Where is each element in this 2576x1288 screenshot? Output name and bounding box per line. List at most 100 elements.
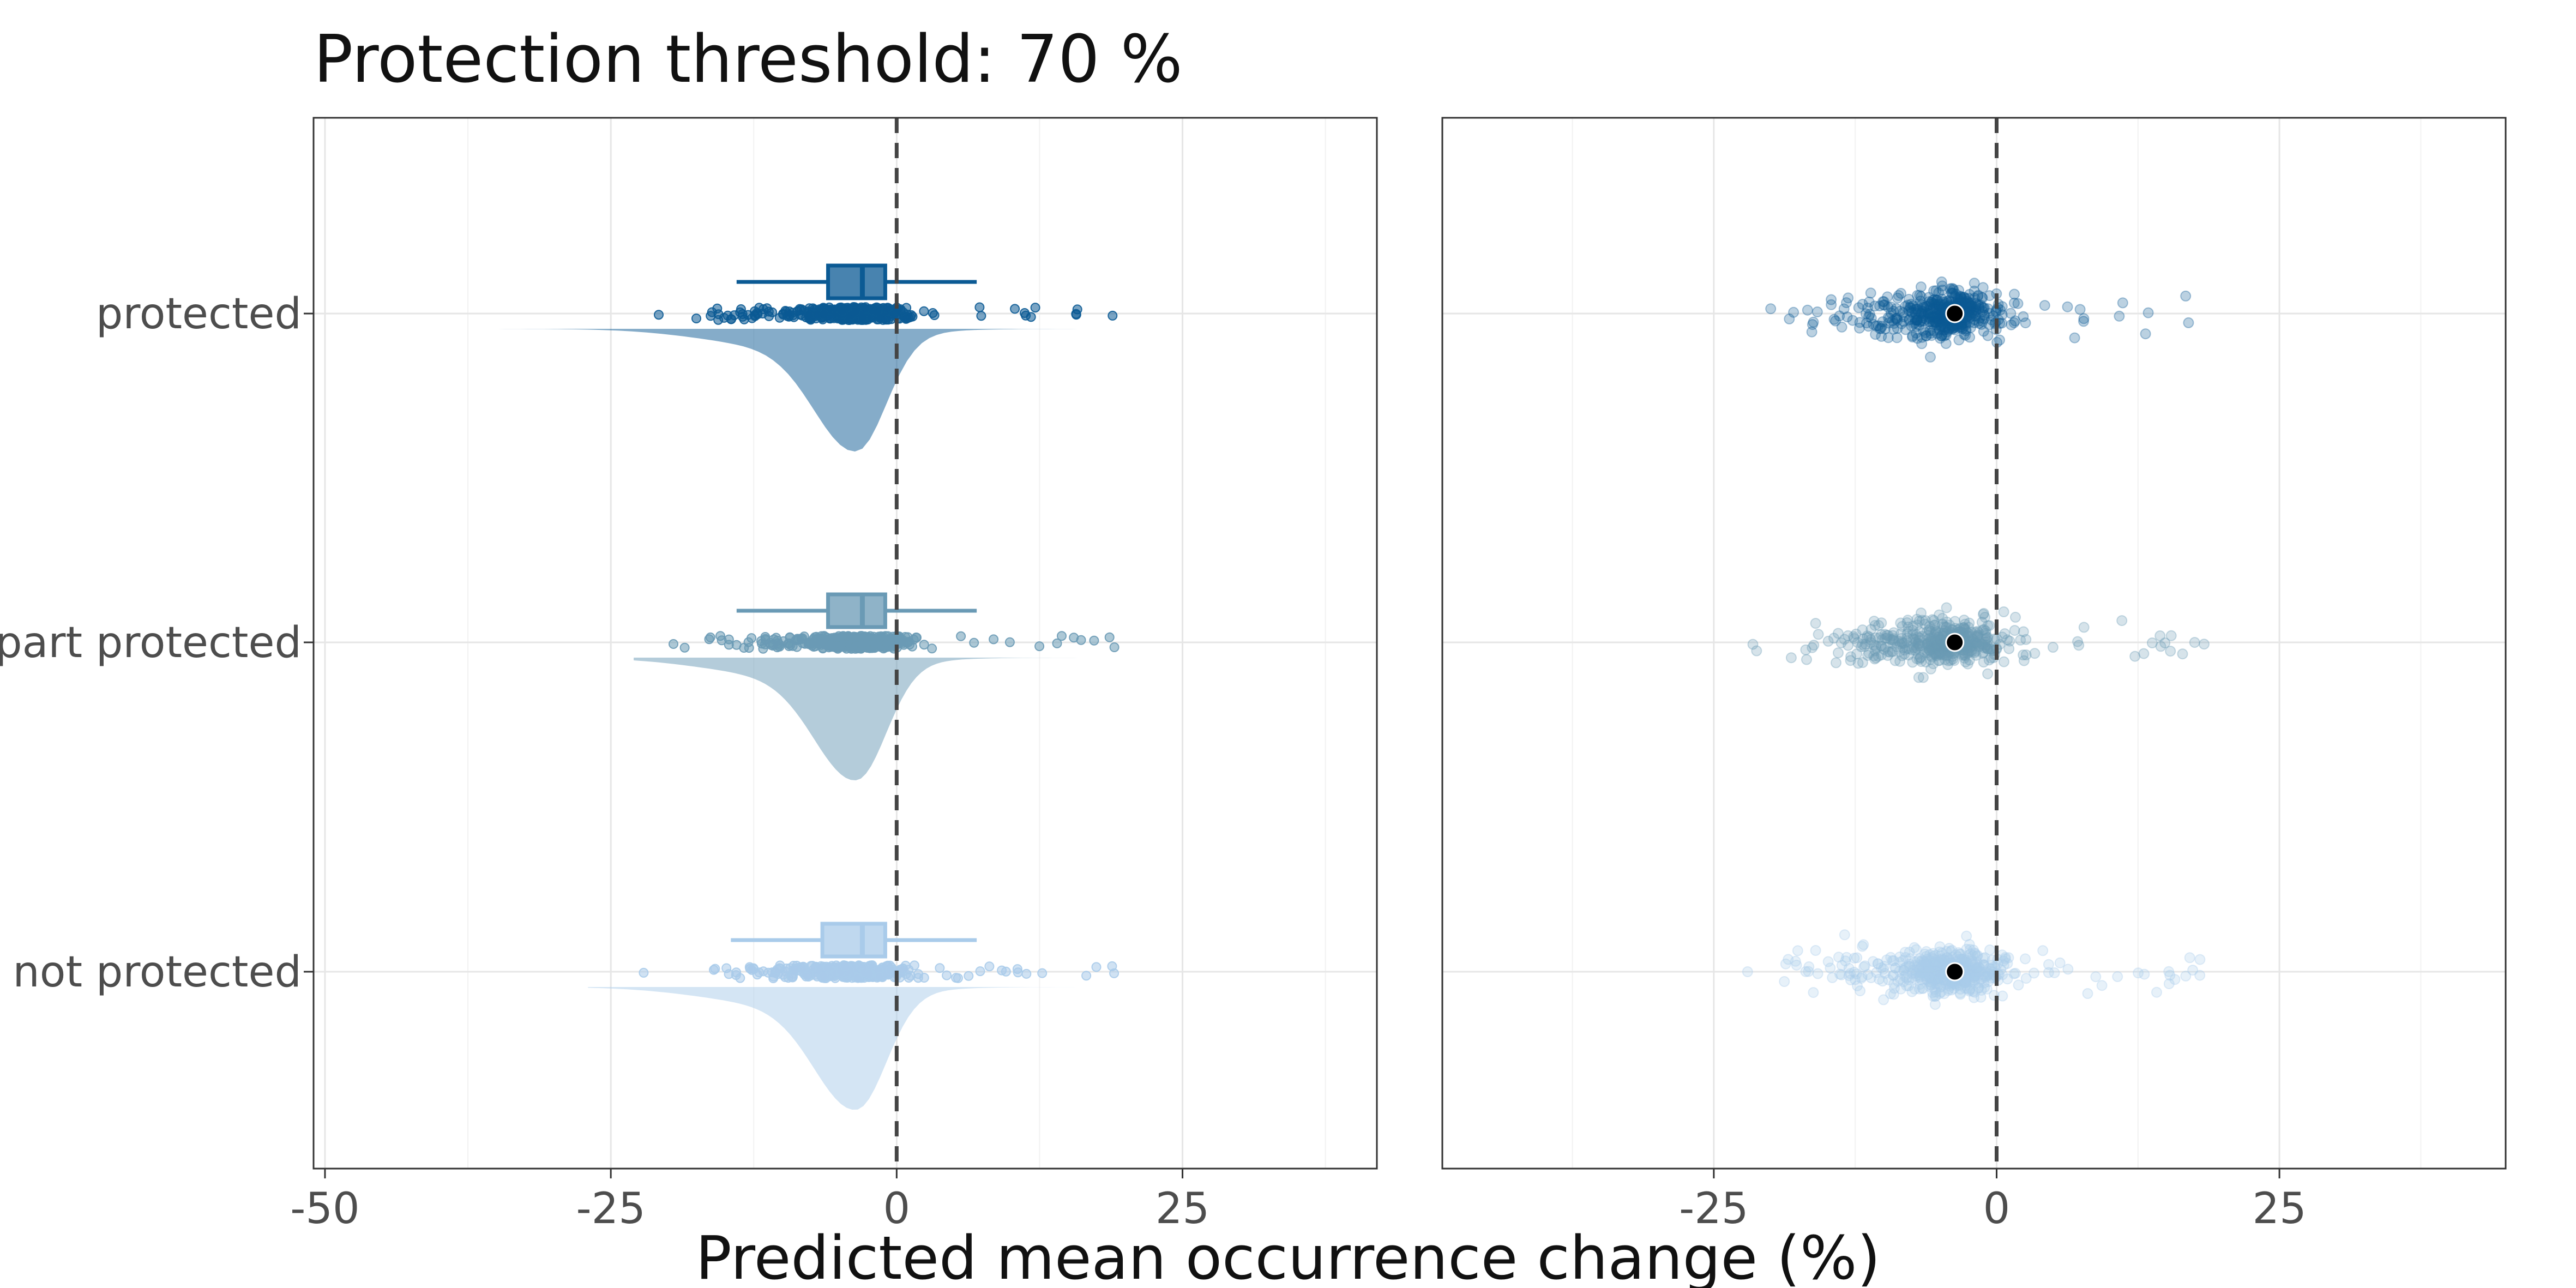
data-point-not-protected bbox=[1956, 954, 1967, 965]
data-point-protected bbox=[1941, 296, 1952, 307]
data-point-protected bbox=[1916, 332, 1928, 343]
data-point-protected bbox=[1903, 305, 1915, 316]
data-point-protected bbox=[974, 302, 985, 312]
data-point-protected bbox=[1869, 300, 1881, 312]
data-point-not-protected bbox=[1909, 942, 1920, 953]
data-point-part-protected bbox=[1828, 633, 1839, 644]
data-point-part-protected bbox=[1940, 654, 1951, 665]
data-point-part-protected bbox=[1944, 619, 1955, 631]
data-point-protected bbox=[1939, 324, 1951, 335]
data-point-part-protected bbox=[1913, 672, 1924, 683]
data-point-part-protected bbox=[1996, 631, 2008, 643]
data-point-protected bbox=[1924, 313, 1936, 324]
data-point-not-protected bbox=[2164, 970, 2176, 981]
data-point-protected bbox=[1963, 296, 1974, 308]
data-point-part-protected bbox=[1933, 631, 1945, 642]
data-point-protected bbox=[1920, 306, 1931, 318]
data-point-part-protected bbox=[1940, 649, 1951, 660]
data-point-protected bbox=[1949, 291, 1960, 302]
data-point-not-protected bbox=[1836, 960, 1847, 971]
data-point-not-protected bbox=[1945, 946, 1956, 957]
data-point-protected bbox=[1931, 320, 1942, 331]
data-point-protected bbox=[1965, 297, 1977, 309]
data-point-not-protected bbox=[1932, 980, 1943, 992]
data-point-protected bbox=[1960, 317, 1972, 329]
data-point-part-protected bbox=[1916, 607, 1927, 619]
data-point-protected bbox=[1877, 296, 1889, 307]
data-point-not-protected bbox=[1862, 969, 1874, 980]
data-point-part-protected bbox=[1879, 629, 1891, 640]
data-point-part-protected bbox=[1801, 654, 1812, 665]
data-point-protected bbox=[1969, 292, 1980, 304]
data-point-not-protected bbox=[1969, 976, 1980, 988]
data-point-protected bbox=[2039, 300, 2050, 311]
data-point-protected bbox=[2018, 311, 2029, 322]
data-point-part-protected bbox=[1984, 620, 1995, 631]
data-point-protected bbox=[1973, 303, 1985, 314]
data-point-part-protected bbox=[1941, 616, 1953, 628]
data-point-protected bbox=[1911, 315, 1922, 326]
data-point-not-protected bbox=[1959, 956, 1970, 967]
data-point-part-protected bbox=[1865, 634, 1876, 646]
data-point-protected bbox=[1964, 332, 1976, 343]
data-point-part-protected bbox=[1933, 648, 1945, 660]
data-point-protected bbox=[1938, 324, 1949, 336]
data-point-part-protected bbox=[1893, 635, 1904, 647]
data-point-part-protected bbox=[1954, 623, 1965, 634]
data-point-protected bbox=[1857, 299, 1868, 310]
data-point-not-protected bbox=[1936, 953, 1948, 965]
data-point-protected bbox=[1923, 292, 1935, 303]
x-tick-label: 25 bbox=[2252, 1184, 2306, 1233]
data-point-protected bbox=[1955, 295, 1966, 306]
data-point-protected bbox=[1877, 316, 1888, 328]
data-point-protected bbox=[1841, 297, 1852, 309]
data-point-protected bbox=[1940, 322, 1951, 333]
data-point-part-protected bbox=[1998, 606, 2009, 617]
data-point-protected bbox=[1931, 328, 1943, 339]
data-point-protected bbox=[1928, 285, 1940, 297]
data-point-part-protected bbox=[1983, 654, 1995, 666]
data-point-part-protected bbox=[1931, 650, 1942, 661]
data-point-protected bbox=[1902, 299, 1913, 311]
data-point-not-protected bbox=[1900, 962, 1912, 973]
data-point-part-protected bbox=[1807, 642, 1818, 653]
data-point-protected bbox=[1892, 292, 1903, 304]
data-point-part-protected bbox=[1852, 637, 1863, 648]
data-point-part-protected bbox=[1935, 634, 1947, 645]
data-point-protected bbox=[2012, 298, 2024, 309]
data-point-not-protected bbox=[1822, 956, 1834, 967]
data-point-protected bbox=[1879, 323, 1891, 335]
data-point-protected bbox=[2005, 308, 2017, 319]
data-point-part-protected bbox=[1933, 655, 1944, 666]
data-point-protected bbox=[2008, 297, 2020, 309]
data-point-part-protected bbox=[2018, 655, 2030, 666]
data-point-not-protected bbox=[1929, 991, 1941, 1002]
data-point-protected bbox=[1932, 315, 1943, 326]
data-point-part-protected bbox=[2199, 639, 2210, 650]
data-point-part-protected bbox=[1978, 624, 1990, 635]
data-point-protected bbox=[1964, 297, 1975, 309]
data-point-not-protected bbox=[1791, 959, 1802, 971]
data-point-protected bbox=[1935, 333, 1946, 344]
data-point-protected bbox=[1917, 305, 1928, 317]
data-point-part-protected bbox=[1923, 645, 1935, 655]
data-point-protected bbox=[1918, 315, 1929, 327]
data-point-protected bbox=[1904, 302, 1916, 313]
data-point-part-protected bbox=[1958, 622, 1969, 634]
data-point-part-protected bbox=[1907, 657, 1918, 668]
data-point-not-protected bbox=[1921, 964, 1933, 975]
data-point-part-protected bbox=[1967, 636, 1979, 647]
data-point-protected bbox=[1917, 312, 1929, 323]
data-point-protected bbox=[1936, 330, 1947, 341]
data-point-part-protected bbox=[1966, 646, 1978, 658]
data-point-protected bbox=[1934, 301, 1945, 312]
data-point-part-protected bbox=[1967, 634, 1978, 645]
data-point-part-protected bbox=[1922, 647, 1933, 659]
data-point-protected bbox=[1935, 313, 1946, 324]
data-point-protected bbox=[1937, 321, 1948, 332]
data-point-part-protected bbox=[1921, 639, 1933, 650]
data-point-protected bbox=[758, 304, 768, 314]
data-point-part-protected bbox=[1907, 621, 1919, 631]
data-point-part-protected bbox=[1933, 647, 1945, 659]
data-point-protected bbox=[1965, 304, 1977, 315]
